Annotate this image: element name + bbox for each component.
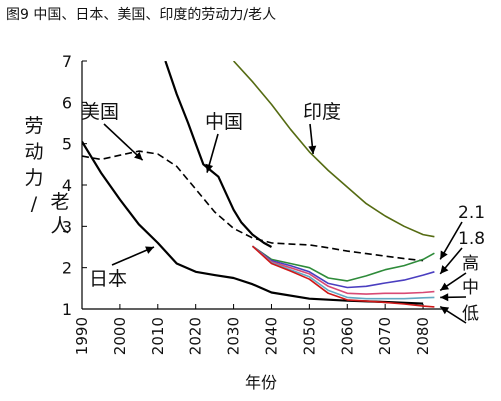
- y-tick-label: 4: [62, 176, 72, 195]
- series-line-美国: [82, 150, 424, 262]
- series-line-scenario-6: [251, 245, 435, 295]
- y-axis-label-char: 劳: [24, 115, 43, 137]
- annotation-arrowhead: [440, 306, 450, 315]
- y-axis-label-char: /: [31, 193, 38, 215]
- annotation-label: 美国: [81, 101, 119, 123]
- series-line-中国: [164, 61, 273, 248]
- y-tick-label: 5: [62, 135, 72, 154]
- x-tick-label: 2000: [111, 317, 129, 355]
- x-tick-label: 2010: [149, 317, 167, 355]
- x-tick-label: 2040: [262, 317, 280, 355]
- scenario-label: 1.8: [458, 229, 485, 249]
- y-axis-label-char: 人: [50, 215, 69, 237]
- annotation-arrowhead: [440, 293, 449, 302]
- x-tick-label: 2080: [414, 317, 432, 355]
- y-tick-label: 2: [62, 259, 72, 278]
- annotation-label: 印度: [303, 101, 341, 123]
- x-tick-label: 2030: [225, 317, 243, 355]
- scenario-label: 中: [462, 278, 479, 298]
- annotation-arrowhead: [145, 246, 154, 254]
- x-tick-label: 2020: [187, 317, 205, 355]
- axes: 1 2 3 4 5 6 7 1990 2000 2010 2020 2030 2040 2050 2060 2…: [62, 52, 442, 355]
- series-line-scenario-7: [251, 245, 435, 300]
- series-line-scenario-5: [252, 245, 435, 289]
- annotation-arrow-line: [103, 123, 144, 161]
- x-axis-label: 年份: [245, 373, 277, 392]
- annotation-arrowhead: [205, 163, 214, 173]
- scenario-label: 2.1: [458, 203, 485, 223]
- scenario-label: 高: [462, 254, 479, 274]
- x-tick-label: 2050: [300, 317, 318, 355]
- y-axis-label-char: 力: [24, 167, 43, 189]
- series-layer: [82, 61, 435, 308]
- y-axis-label: 劳动力 / 老人: [24, 115, 69, 237]
- annotation-arrowhead: [440, 282, 450, 291]
- y-axis-label-char: 动: [24, 141, 43, 163]
- chart-title: 图9 中国、日本、美国、印度的劳动力/老人: [6, 7, 276, 23]
- y-axis-label-char: 老: [50, 191, 69, 213]
- annotation-arrowhead: [440, 265, 449, 274]
- y-tick-label: 3: [62, 217, 72, 236]
- series-line-scenario-4: [252, 245, 435, 282]
- annotation-label: 日本: [89, 268, 127, 290]
- annotation-arrowhead: [440, 250, 448, 260]
- y-tick-label: 6: [62, 93, 72, 112]
- series-line-日本: [82, 141, 424, 305]
- annotation-label: 中国: [205, 111, 243, 133]
- annotation-arrowhead: [308, 145, 317, 154]
- y-tick-label: 7: [62, 52, 72, 71]
- series-line-scenario-8: [251, 245, 435, 308]
- y-tick-label: 1: [62, 300, 72, 319]
- scenario-label: 低: [462, 304, 479, 324]
- annotation-arrowhead: [134, 151, 143, 161]
- x-tick-label: 2060: [338, 317, 356, 355]
- x-tick-label: 2070: [376, 317, 394, 355]
- series-line-印度: [233, 61, 435, 238]
- x-tick-label: 1990: [73, 317, 91, 355]
